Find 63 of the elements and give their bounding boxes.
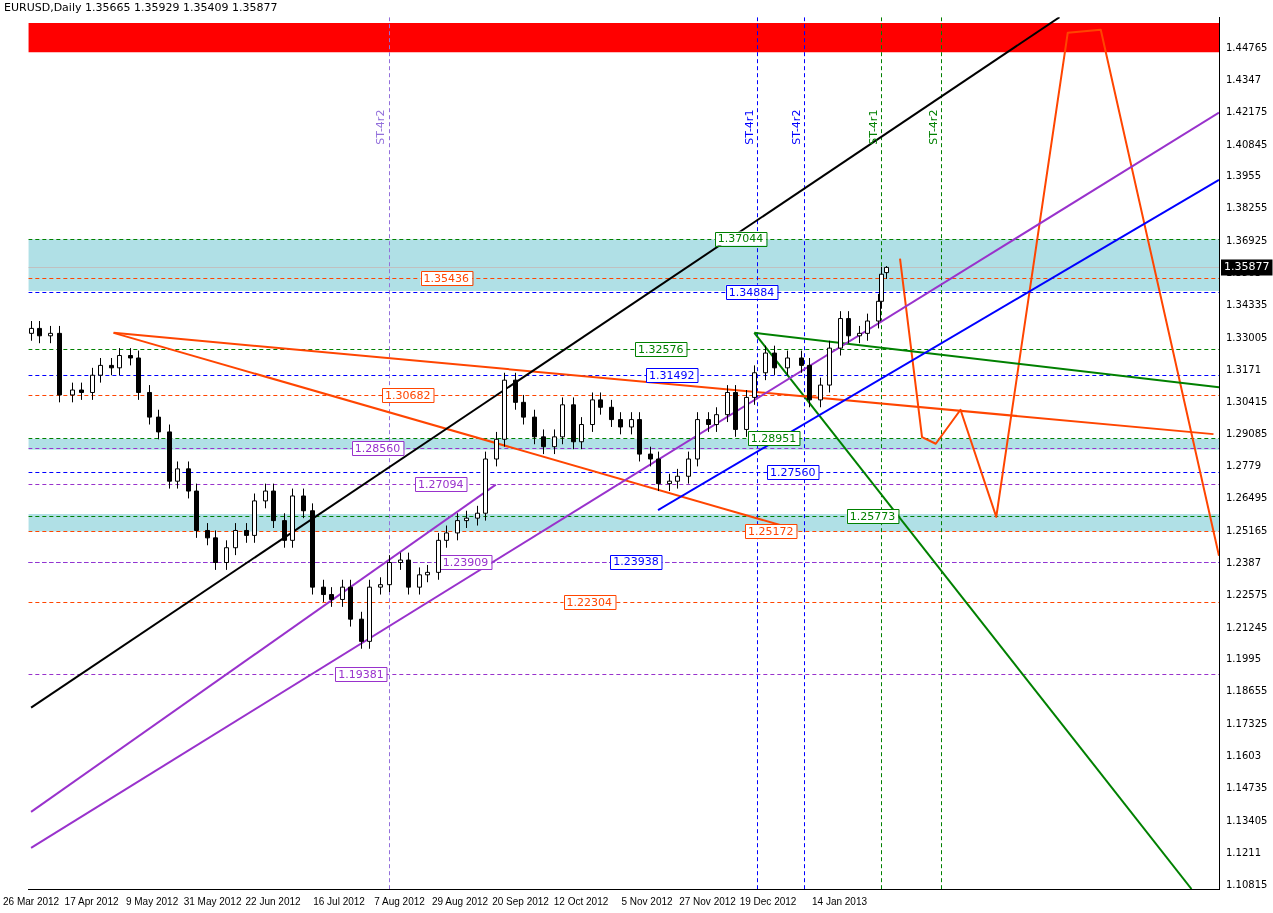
x-tick-label: 5 Nov 2012 [621,895,674,907]
annotation: 1.23938 [613,555,659,569]
y-tick-label: 1.30415 [1226,395,1268,407]
ref-line-label: ST-4r1 [866,109,880,145]
y-tick-label: 1.1603 [1226,750,1261,762]
ref-line-label: ST-4r1 [742,109,756,145]
ref-line-label: ST-4r2 [927,109,941,145]
x-tick-label: 31 May 2012 [183,895,242,907]
x-tick-label: 27 Nov 2012 [679,895,737,907]
x-tick-label: 17 Apr 2012 [64,895,119,907]
y-tick-label: 1.38255 [1226,202,1268,214]
y-tick-label: 1.21245 [1226,621,1268,633]
x-tick-label: 26 Mar 2012 [3,895,60,907]
y-tick-label: 1.26495 [1226,492,1268,504]
annotation: 1.25172 [748,525,794,539]
annotation: 1.27560 [770,466,816,480]
x-tick-label: 12 Oct 2012 [553,895,609,907]
y-tick-label: 1.13405 [1226,814,1268,826]
y-tick-label: 1.1995 [1226,653,1261,665]
y-tick-label: 1.17325 [1226,718,1268,730]
annotation: 1.25773 [849,510,896,524]
annotation: 1.34884 [728,285,775,299]
annotation: 1.23909 [442,556,489,570]
annotation: 1.37044 [717,232,764,246]
y-tick-label: 1.25165 [1226,524,1268,536]
y-tick-label: 1.1211 [1226,846,1261,858]
annotation: 1.19381 [338,667,384,681]
y-tick-label: 1.2779 [1226,460,1261,472]
ref-line-label: 1.35877 [1224,260,1270,274]
y-tick-label: 1.14735 [1226,781,1268,793]
y-tick-label: 1.22575 [1226,588,1268,600]
x-tick-label: 16 Jul 2012 [313,895,366,907]
y-tick-label: 1.40845 [1226,138,1268,150]
annotation: 1.28951 [750,431,797,445]
y-tick-label: 1.18655 [1226,685,1268,697]
annotation: 1.35436 [423,272,470,286]
y-tick-label: 1.3955 [1226,170,1261,182]
y-tick-label: 1.34335 [1226,298,1268,310]
annotation: 1.30682 [385,389,431,403]
annotation: 1.22304 [566,595,613,609]
y-tick-label: 1.44765 [1226,41,1268,53]
x-tick-label: 14 Jan 2013 [812,895,868,907]
x-tick-label: 29 Aug 2012 [431,895,489,907]
annotation: 1.28560 [354,441,401,455]
y-tick-label: 1.29085 [1226,428,1268,440]
y-tick-label: 1.10815 [1226,878,1268,890]
annotation: 1.32576 [638,342,684,356]
y-tick-label: 1.3171 [1226,363,1261,375]
x-tick-label: 9 May 2012 [125,895,179,907]
ref-line-label: ST-4r2 [374,109,388,145]
y-tick-label: 1.36925 [1226,235,1268,247]
annotation: 1.31492 [649,369,695,383]
y-tick-label: 1.4347 [1226,73,1261,85]
chart-title: EURUSD,Daily 1.35665 1.35929 1.35409 1.35877 [4,1,278,15]
y-tick-label: 1.42175 [1226,105,1268,117]
ref-line-label: ST-4r2 [789,109,803,145]
annotation: 1.27094 [418,477,464,491]
x-tick-label: 19 Dec 2012 [739,895,797,907]
y-tick-label: 1.2387 [1226,556,1261,568]
x-tick-label: 22 Jun 2012 [245,895,302,907]
y-tick-label: 1.33005 [1226,331,1268,343]
x-tick-label: 7 Aug 2012 [374,895,426,907]
x-tick-label: 20 Sep 2012 [492,895,550,907]
